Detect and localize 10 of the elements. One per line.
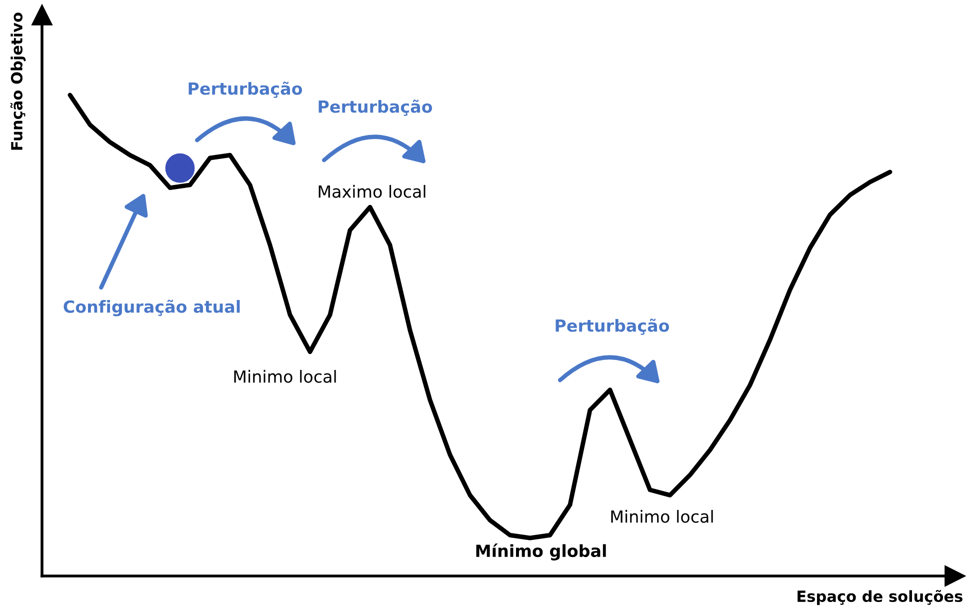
y-axis-title: Função Objetivo (10, 12, 26, 150)
annotation: Minimo local (234, 370, 336, 383)
annotation: Configuração atual (64, 300, 240, 316)
x-axis-title: Espaço de soluções (798, 590, 962, 605)
annotation: Perturbação (188, 82, 302, 98)
annotation: Minimo local (611, 510, 713, 523)
annotation: Perturbação (318, 100, 432, 116)
annotation: Maximo local (318, 184, 426, 198)
annotation: Perturbação (556, 318, 670, 335)
annotation: Mínimo global (476, 544, 606, 560)
